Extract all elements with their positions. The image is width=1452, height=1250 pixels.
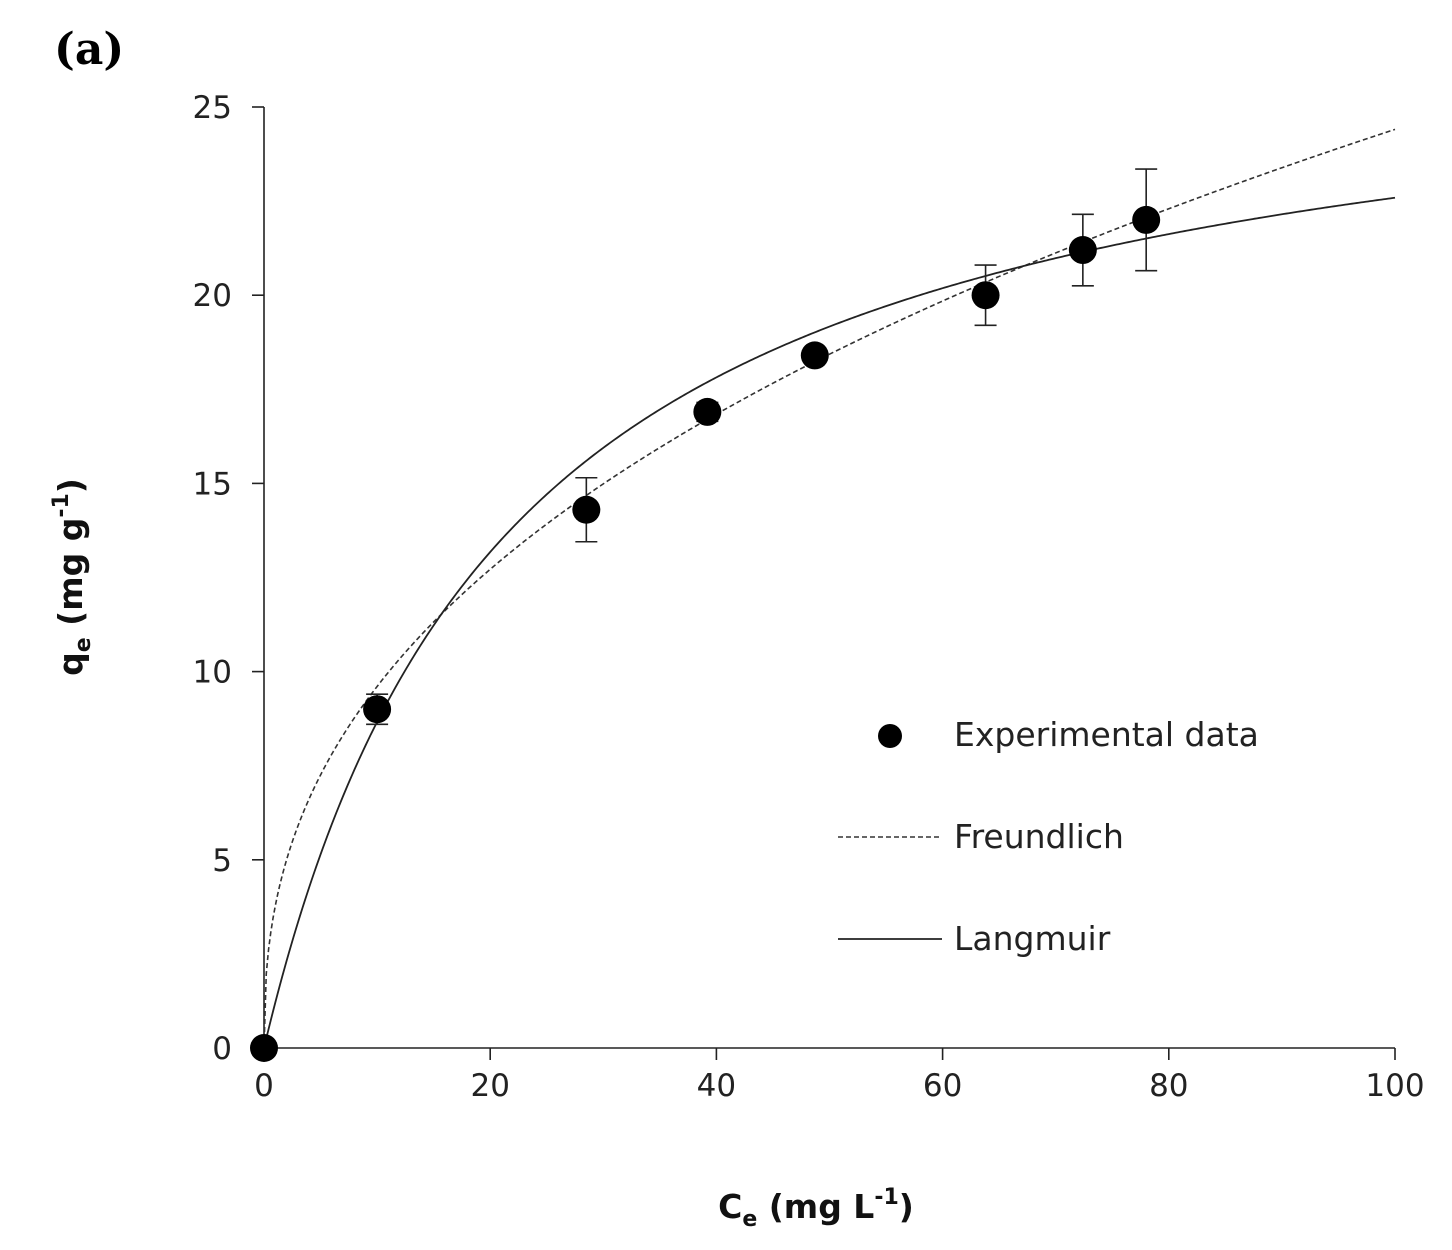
x-axis-title-title-unit-pre: (mg L <box>757 1187 874 1226</box>
freundlich-curve <box>263 128 1396 1049</box>
data-point <box>971 281 1000 310</box>
x-axis-title-title-unit-post: ) <box>899 1187 914 1226</box>
x-tick-label: 20 <box>470 1068 509 1104</box>
legend: Experimental data Freundlich Langmuir <box>838 715 1259 958</box>
y-tick-label: 10 <box>193 655 232 691</box>
data-point <box>800 341 829 370</box>
x-axis-title-title-unit-sup: -1 <box>874 1185 898 1210</box>
y-tick-label: 25 <box>193 90 232 126</box>
y-axis-title-title-unit-sup: -1 <box>49 493 74 517</box>
data-point <box>363 695 392 724</box>
y-axis-title-title-sub: e <box>71 637 96 652</box>
data-point <box>572 495 601 524</box>
y-axis-title-title-unit-pre: (mg g <box>51 518 90 638</box>
data-point <box>250 1034 278 1062</box>
x-tick-label: 100 <box>1365 1068 1424 1104</box>
data-point <box>1132 205 1161 234</box>
axes: 0 20 40 60 80 100 0 5 10 15 20 25 <box>193 90 1425 1104</box>
x-axis-title-title-sub: e <box>742 1207 757 1232</box>
data-point <box>693 397 722 426</box>
y-tick-label: 0 <box>212 1031 232 1067</box>
y-axis-title: qe (mg g-1) <box>49 478 96 676</box>
fit-curves <box>263 128 1396 1049</box>
axis-titles: Ce (mg L-1)qe (mg g-1) <box>49 478 914 1232</box>
x-tick-label: 0 <box>254 1068 274 1104</box>
data-point <box>1068 236 1097 265</box>
legend-label-experimental: Experimental data <box>954 715 1259 754</box>
y-tick-label: 5 <box>212 843 232 879</box>
panel-label: (a) <box>54 24 124 75</box>
y-tick-label: 20 <box>193 278 232 314</box>
experimental-points <box>250 168 1161 1062</box>
x-axis-title-title: C <box>718 1187 742 1226</box>
legend-marker-experimental <box>878 724 902 748</box>
x-axis-title: Ce (mg L-1) <box>718 1185 914 1232</box>
legend-label-langmuir: Langmuir <box>954 919 1111 958</box>
x-tick-label: 80 <box>1149 1068 1188 1104</box>
y-tick-label: 15 <box>193 466 232 502</box>
x-tick-label: 60 <box>923 1068 962 1104</box>
y-axis-title-title: q <box>51 652 90 676</box>
langmuir-curve <box>263 196 1396 1049</box>
x-tick-label: 40 <box>697 1068 736 1104</box>
legend-label-freundlich: Freundlich <box>954 817 1124 856</box>
y-axis-title-title-unit-post: ) <box>51 478 90 493</box>
